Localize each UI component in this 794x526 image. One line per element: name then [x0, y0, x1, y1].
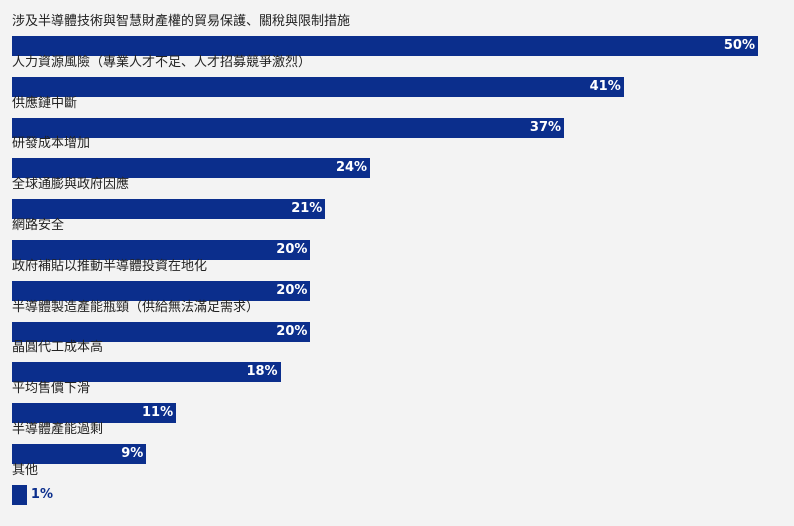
bar	[12, 444, 147, 464]
bar	[12, 76, 624, 97]
bar	[12, 484, 27, 505]
bar	[12, 240, 311, 260]
bar	[12, 280, 311, 301]
category-label: 供應鏈中斷	[12, 95, 78, 111]
category-label: 全球通膨與政府因應	[12, 177, 130, 193]
value-label: 24%	[335, 160, 368, 176]
value-label: 20%	[276, 282, 308, 298]
bar	[12, 403, 177, 424]
value-label: 11%	[142, 405, 174, 421]
value-label: 41%	[589, 78, 621, 94]
category-label: 政府補貼以推動半導體投資在地化	[12, 258, 208, 274]
bar	[12, 36, 758, 56]
category-label: 研發成本增加	[12, 136, 91, 152]
category-label: 晶圓代工成本高	[12, 340, 104, 356]
value-label: 18%	[246, 364, 278, 380]
bar	[12, 158, 371, 179]
value-label: 9%	[121, 446, 144, 461]
value-label: 37%	[529, 119, 562, 135]
category-label: 網路安全	[12, 218, 65, 233]
bar	[12, 199, 326, 220]
category-label: 半導體製造產能瓶頸（供給無法滿足需求）	[12, 299, 260, 315]
category-label: 半導體產能過剩	[12, 422, 104, 437]
value-label: 50%	[723, 38, 755, 53]
bar	[12, 362, 281, 383]
value-label: 20%	[276, 323, 308, 339]
category-label: 其他	[12, 462, 39, 478]
category-label: 人力資源風險（專業人才不足、人才招募競爭激烈）	[12, 54, 312, 70]
value-label: 20%	[276, 242, 308, 257]
category-label: 平均售價下滑	[12, 381, 91, 397]
category-label: 涉及半導體技術與智慧財產權的貿易保護、關稅與限制措施	[12, 14, 351, 29]
bar	[12, 117, 565, 138]
bar	[12, 321, 311, 342]
value-label: 21%	[291, 201, 323, 217]
value-label: 1%	[30, 486, 53, 502]
